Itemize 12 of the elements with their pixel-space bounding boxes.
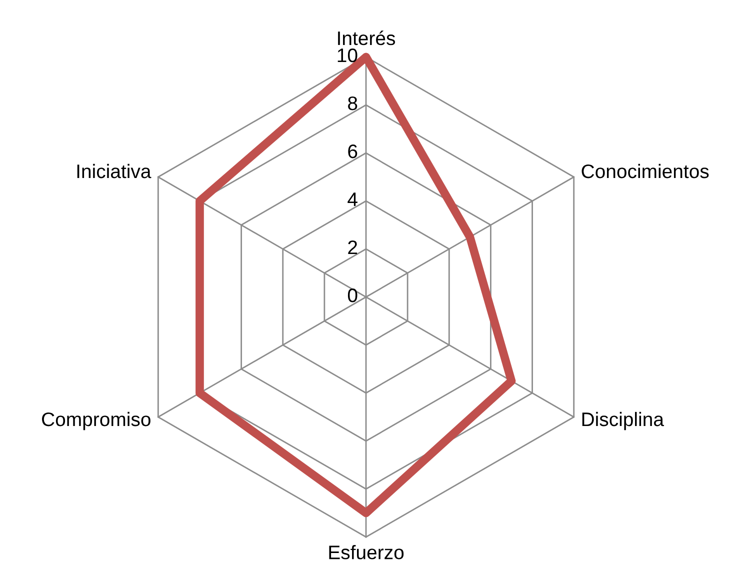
y-tick-label: 10 [338,48,358,62]
y-tick-label: 6 [348,144,358,158]
spoke-label: Conocimientos [582,164,709,178]
spoke-label: Disciplina [582,412,664,430]
y-tick-label: 2 [348,240,358,254]
y-tick-label: 8 [348,96,358,110]
y-tick-label: 4 [348,192,358,206]
spoke-label: Esfuerzo [329,545,404,560]
spoke-label: Interés [338,30,396,46]
y-tick-label: 0 [348,288,358,302]
spoke-label: Compromiso [42,412,150,430]
spoke-label: Iniciativa [77,164,152,178]
